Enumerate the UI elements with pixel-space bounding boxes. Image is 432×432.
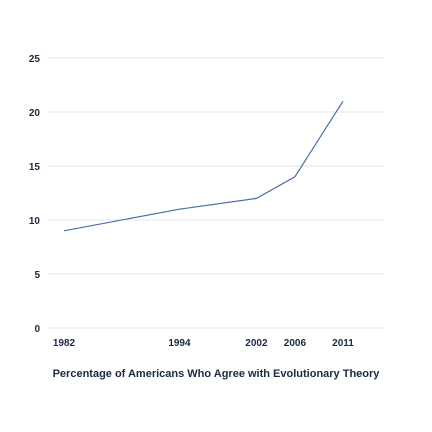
y-tick-label: 20 — [29, 108, 41, 119]
y-tick-label: 0 — [34, 324, 40, 335]
y-tick-label: 10 — [29, 216, 41, 227]
x-axis-ticks: 1982 1994 2002 2006 2011 — [53, 338, 354, 349]
x-tick-label: 1994 — [168, 338, 191, 349]
y-tick-label: 5 — [34, 270, 40, 281]
series-line-0 — [63, 100, 344, 232]
y-tick-label: 15 — [29, 162, 41, 173]
x-tick-label: 2002 — [245, 338, 268, 349]
series-layer — [63, 100, 344, 232]
x-tick-label: 2011 — [332, 338, 354, 349]
x-tick-label: 1982 — [53, 338, 76, 349]
gridlines — [48, 57, 384, 329]
y-tick-label: 25 — [29, 54, 41, 65]
x-tick-label: 2006 — [284, 338, 307, 349]
y-axis-ticks: 0 5 10 15 20 25 — [29, 54, 41, 335]
chart-title: Percentage of Americans Who Agree with E… — [52, 368, 380, 380]
